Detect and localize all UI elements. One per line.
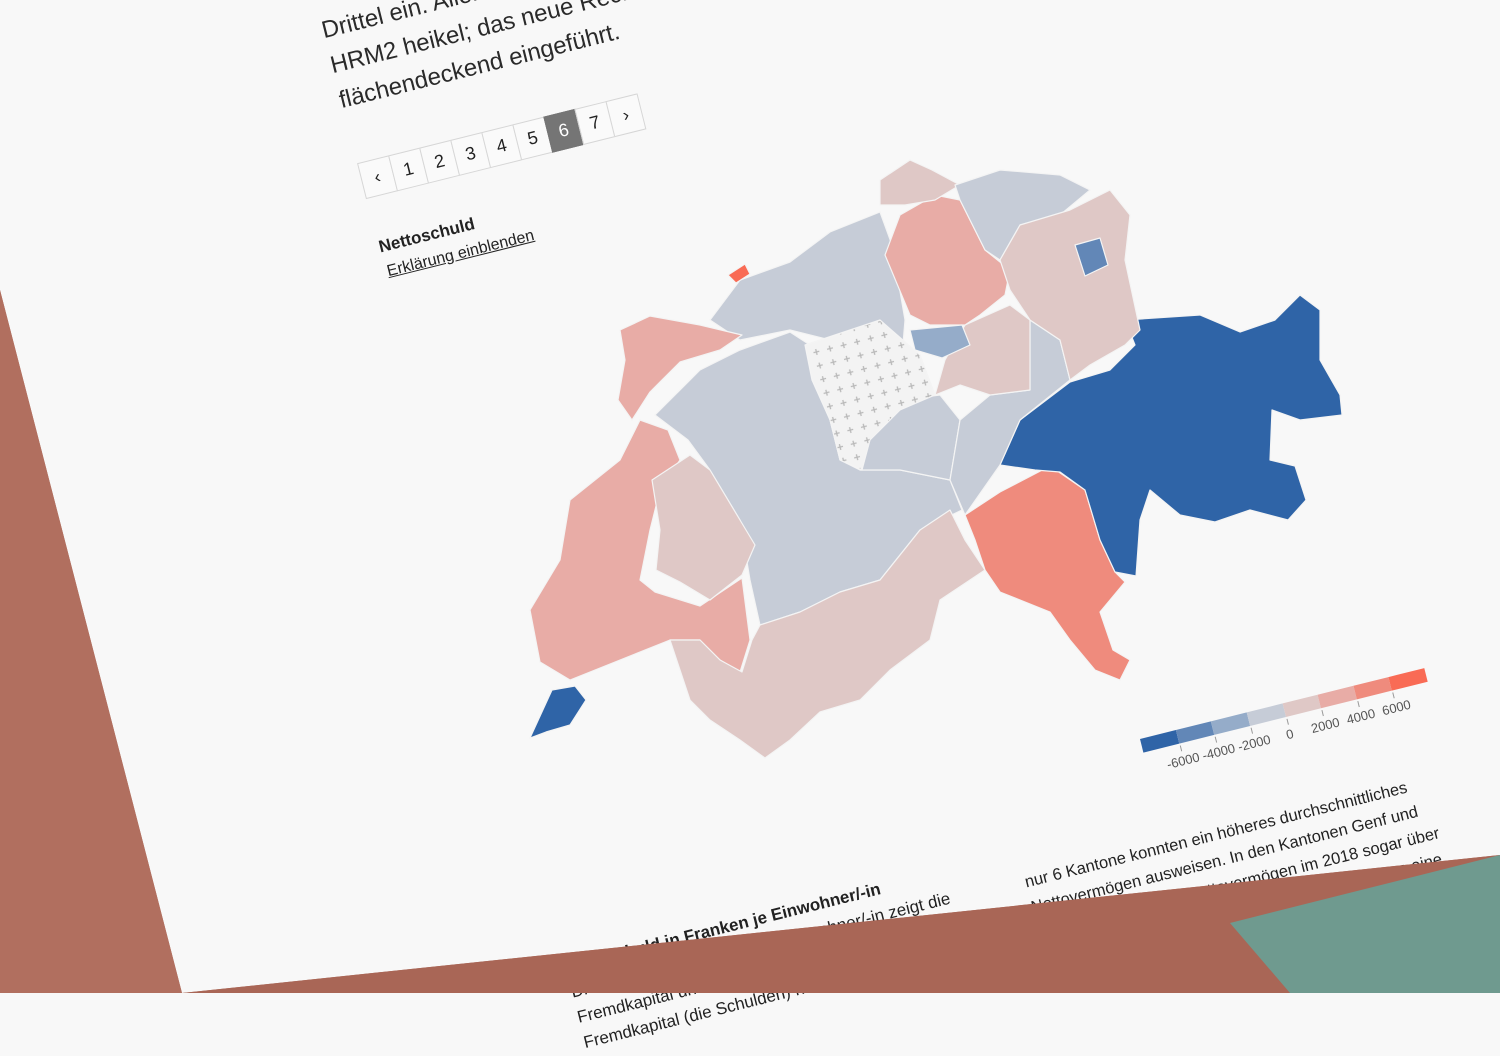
canton-region[interactable] (669, 509, 986, 759)
legend-tick (1214, 736, 1218, 743)
legend-tick-label: -4000 (1200, 740, 1237, 764)
canton-region[interactable] (999, 294, 1343, 577)
legend-tick-label: 0 (1284, 725, 1296, 743)
legend-tick-label: -2000 (1236, 731, 1273, 755)
canton-region[interactable] (727, 263, 751, 284)
canton-region[interactable] (934, 304, 1031, 396)
canton-region[interactable] (1074, 237, 1109, 277)
legend-tick-label: 6000 (1380, 696, 1413, 719)
legend-tick-label: 4000 (1344, 705, 1377, 728)
legend-tick-label: -6000 (1165, 749, 1202, 773)
legend-tick (1357, 701, 1360, 708)
canton-region[interactable] (909, 324, 971, 359)
canton-region[interactable] (999, 189, 1141, 381)
legend-tick-label: 2000 (1309, 714, 1342, 737)
legend-tick (1250, 727, 1253, 734)
legend-tick (1179, 745, 1182, 752)
legend-tick (1321, 709, 1324, 717)
canton-region[interactable] (617, 315, 743, 421)
legend-tick (1286, 718, 1289, 725)
legend-tick (1392, 692, 1396, 699)
canton-region[interactable] (879, 159, 961, 206)
canton-nodata[interactable] (804, 319, 936, 471)
background-left (0, 290, 182, 993)
canton-region[interactable] (529, 685, 587, 739)
canton-region[interactable] (651, 454, 756, 601)
canton-region[interactable] (529, 419, 751, 681)
